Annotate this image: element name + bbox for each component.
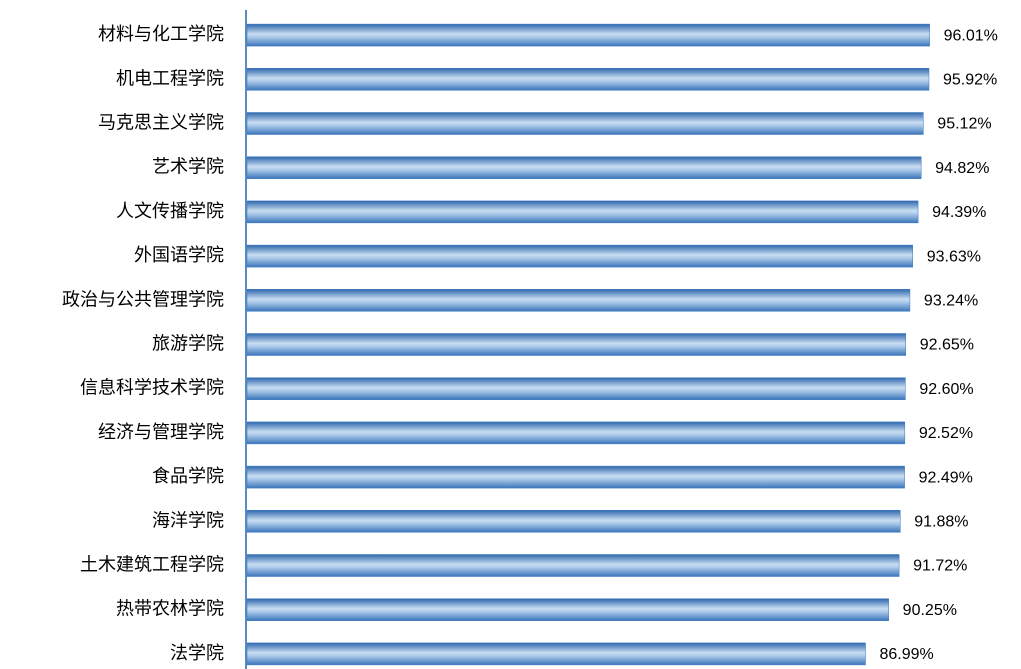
- value-label: 92.49%: [919, 469, 973, 486]
- bar: [246, 465, 905, 489]
- value-label: 93.63%: [927, 248, 981, 265]
- y-tick-label: 人文传播学院: [116, 201, 224, 222]
- bar: [246, 377, 906, 400]
- value-label: 93.24%: [924, 293, 978, 310]
- bar: [246, 598, 889, 621]
- y-tick-label: 食品学院: [152, 466, 224, 487]
- value-label: 91.88%: [914, 514, 968, 531]
- bar: [246, 421, 906, 445]
- bar: [246, 642, 866, 666]
- bar: [246, 289, 911, 312]
- y-tick-label: 艺术学院: [152, 157, 224, 178]
- value-label: 95.12%: [937, 116, 991, 133]
- value-label: 94.82%: [935, 160, 989, 177]
- value-label: 92.52%: [919, 425, 973, 442]
- y-tick-label: 信息科学技术学院: [80, 378, 224, 399]
- y-tick-label: 材料与化工学院: [98, 24, 224, 45]
- value-label: 90.25%: [903, 602, 957, 619]
- value-label: 94.39%: [932, 204, 986, 221]
- y-tick-label: 热带农林学院: [116, 599, 224, 620]
- value-label: 92.65%: [920, 337, 974, 354]
- bar: [246, 200, 919, 224]
- bar: [246, 156, 922, 179]
- y-tick-label: 马克思主义学院: [98, 113, 224, 134]
- y-tick-label: 旅游学院: [152, 334, 224, 355]
- bar: [246, 554, 900, 577]
- value-label: 91.72%: [913, 558, 967, 575]
- bar: [246, 510, 901, 533]
- y-tick-label: 法学院: [170, 643, 224, 664]
- y-tick-label: 海洋学院: [152, 510, 224, 531]
- y-tick-label: 机电工程学院: [116, 68, 224, 89]
- value-label: 92.60%: [919, 381, 973, 398]
- bar: [246, 333, 906, 356]
- value-label: 96.01%: [944, 27, 998, 44]
- y-tick-label: 土木建筑工程学院: [80, 555, 224, 576]
- value-label: 95.92%: [943, 72, 997, 89]
- bar: [246, 23, 930, 47]
- bar: [246, 68, 930, 91]
- y-tick-label: 外国语学院: [134, 245, 224, 266]
- bar: [246, 112, 924, 135]
- y-tick-label: 政治与公共管理学院: [62, 289, 224, 310]
- y-tick-label: 经济与管理学院: [98, 422, 224, 443]
- bar: [246, 244, 913, 268]
- value-label: 86.99%: [879, 646, 933, 663]
